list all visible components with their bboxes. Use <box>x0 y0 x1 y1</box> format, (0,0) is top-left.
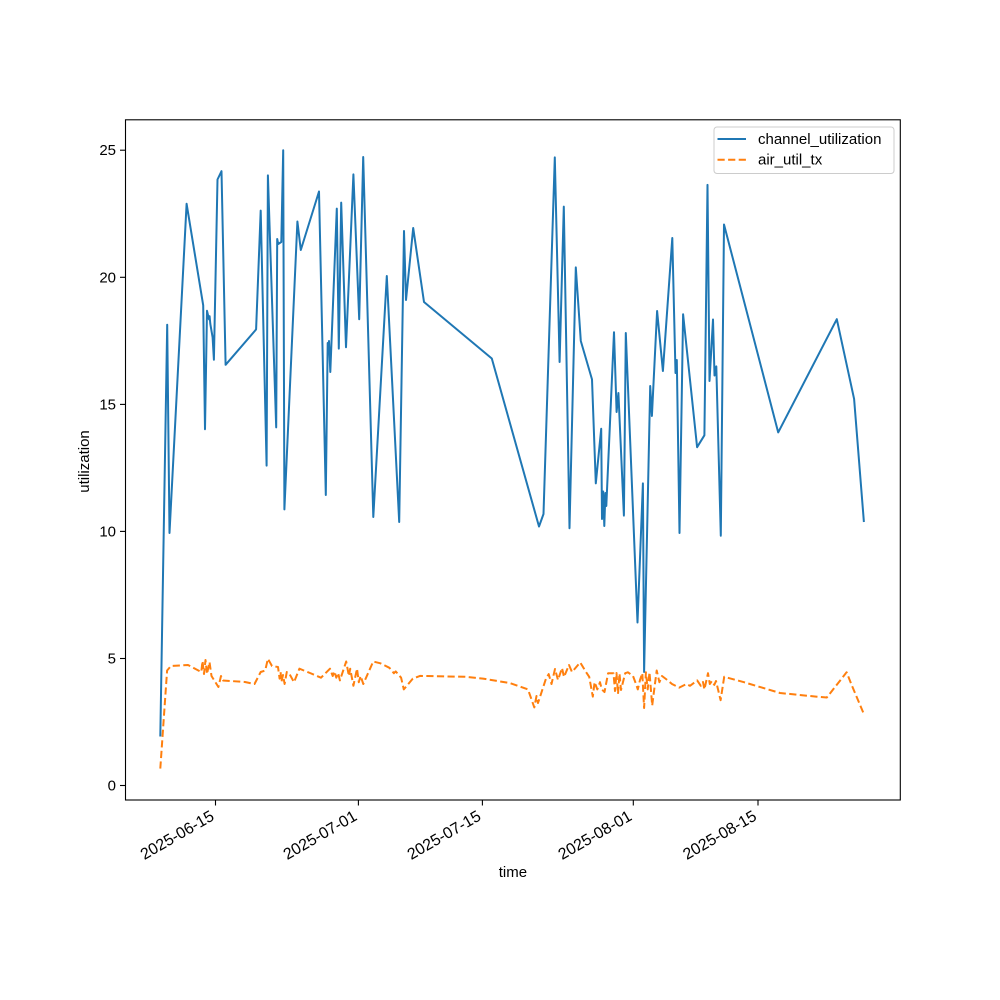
svg-text:0: 0 <box>108 778 116 795</box>
svg-text:10: 10 <box>99 523 116 540</box>
svg-text:utilization: utilization <box>76 430 93 493</box>
svg-text:15: 15 <box>99 396 116 413</box>
svg-text:channel_utilization: channel_utilization <box>758 131 881 148</box>
svg-text:time: time <box>499 864 527 881</box>
svg-text:20: 20 <box>99 269 116 286</box>
svg-text:air_util_tx: air_util_tx <box>758 152 823 169</box>
svg-text:25: 25 <box>99 142 116 159</box>
svg-text:5: 5 <box>108 651 116 668</box>
